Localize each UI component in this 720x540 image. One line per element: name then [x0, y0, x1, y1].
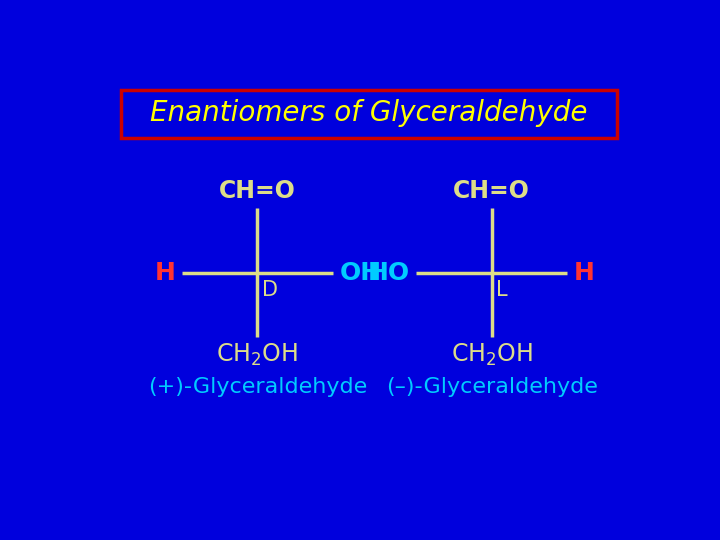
Text: $\mathregular{CH_2OH}$: $\mathregular{CH_2OH}$	[451, 342, 533, 368]
Text: (–)-Glyceraldehyde: (–)-Glyceraldehyde	[386, 377, 598, 397]
Text: $\mathregular{CH_2OH}$: $\mathregular{CH_2OH}$	[217, 342, 298, 368]
Text: D: D	[262, 280, 278, 300]
Text: HO: HO	[368, 261, 410, 285]
FancyBboxPatch shape	[121, 90, 617, 138]
Text: Enantiomers of Glyceraldehyde: Enantiomers of Glyceraldehyde	[150, 99, 588, 127]
Text: L: L	[496, 280, 508, 300]
Text: (+)-Glyceraldehyde: (+)-Glyceraldehyde	[148, 377, 367, 397]
Text: H: H	[574, 261, 595, 285]
Text: H: H	[155, 261, 176, 285]
Text: OH: OH	[339, 261, 382, 285]
Text: CH=O: CH=O	[219, 179, 296, 203]
Text: CH=O: CH=O	[454, 179, 530, 203]
